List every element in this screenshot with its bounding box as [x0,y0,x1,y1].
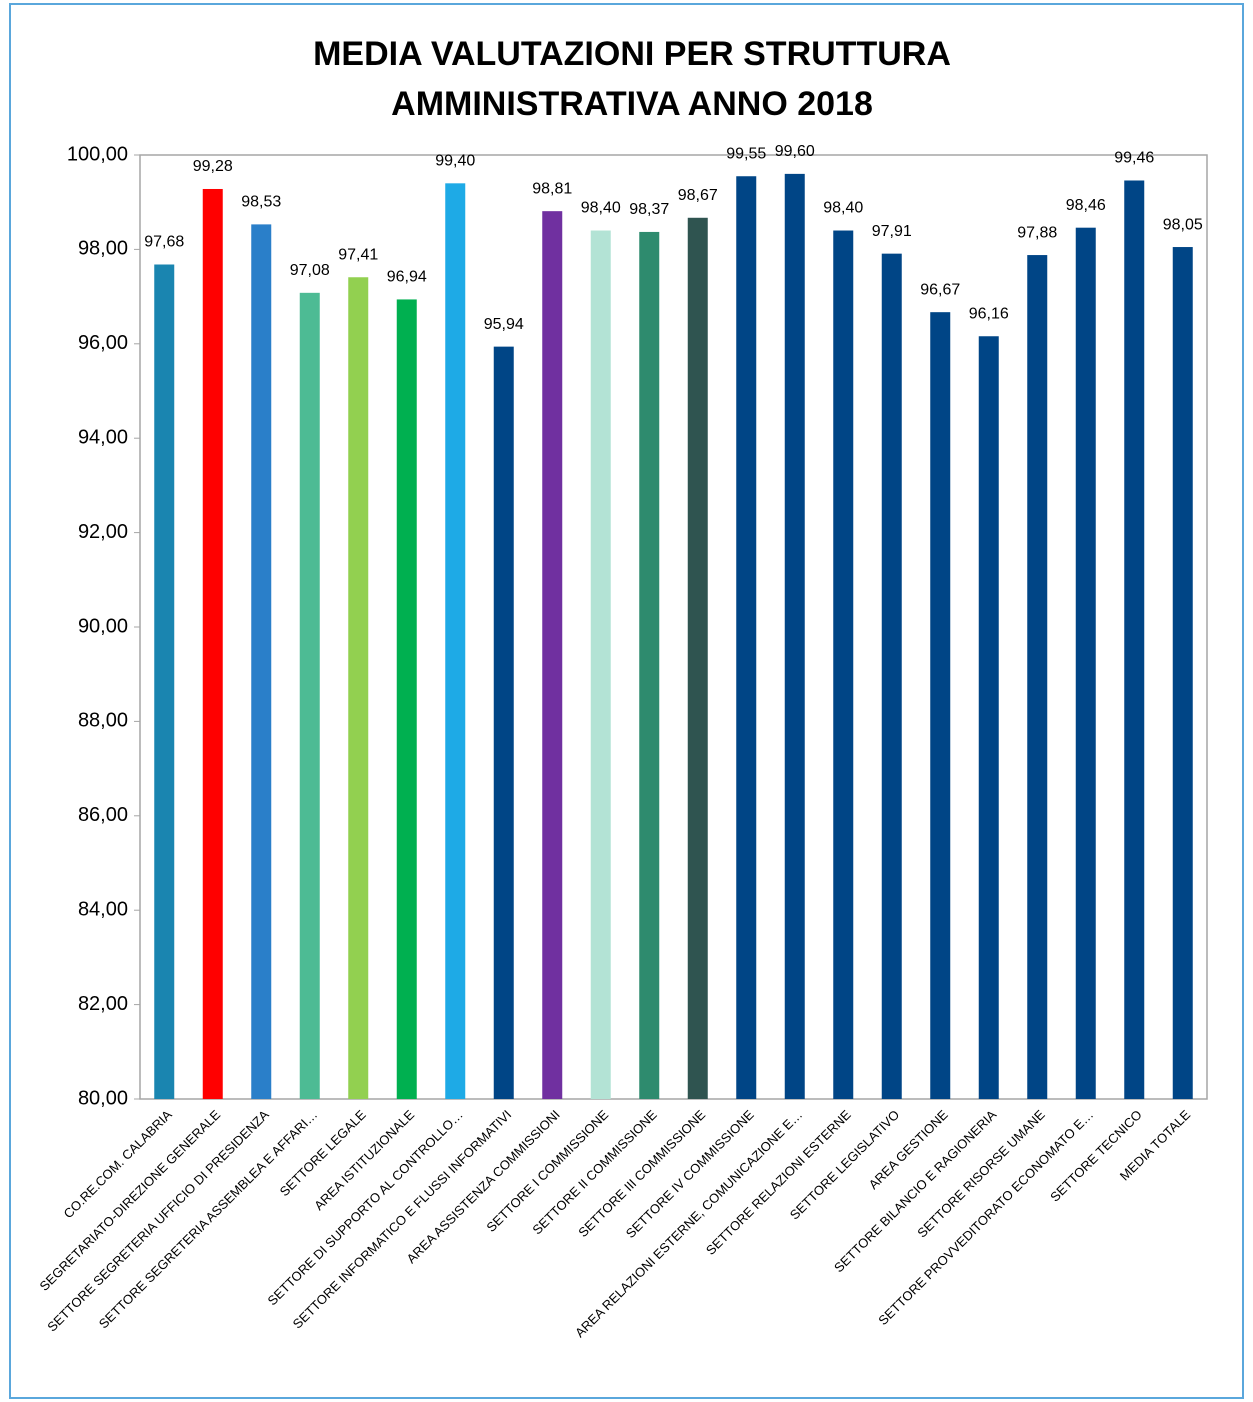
y-tick-label: 88,00 [78,710,128,732]
bar [833,230,854,1099]
value-label: 98,81 [532,180,572,197]
value-label: 97,41 [338,246,378,263]
bar [542,211,563,1100]
bar [251,224,272,1099]
value-label: 98,05 [1163,216,1203,233]
bar [202,188,223,1099]
y-tick-label: 86,00 [78,804,128,826]
value-label: 98,67 [678,187,718,204]
value-label: 96,16 [969,305,1009,322]
value-label: 95,94 [484,316,524,333]
bar [445,183,466,1099]
value-label: 98,40 [823,200,863,217]
y-tick-label: 100,00 [67,143,128,165]
bar [639,231,660,1099]
bar [154,264,175,1099]
chart-title: MEDIA VALUTAZIONI PER STRUTTURA [313,35,951,73]
y-tick-label: 92,00 [78,521,128,543]
value-label: 98,40 [581,200,621,217]
value-label: 99,28 [193,158,233,175]
y-tick-label: 96,00 [78,332,128,354]
bar [299,292,320,1100]
y-tick-label: 82,00 [78,993,128,1015]
chart-border [9,3,1244,1399]
bar [687,217,708,1099]
value-label: 99,46 [1114,150,1154,167]
bar [784,173,805,1099]
bar [930,312,951,1099]
value-label: 99,55 [726,145,766,162]
value-label: 99,60 [775,143,815,160]
value-label: 97,91 [872,223,912,240]
value-label: 97,08 [290,262,330,279]
value-label: 97,88 [1017,224,1057,241]
bar [396,299,417,1099]
x-tick-label: SETTORE TECNICO [1047,1107,1145,1205]
bar [1172,247,1193,1100]
bar [1075,227,1096,1100]
bar [348,277,369,1099]
value-label: 98,46 [1066,197,1106,214]
value-label: 99,40 [435,153,475,170]
y-tick-label: 98,00 [78,238,128,260]
x-tick-label: SETTORE LEGALE [277,1107,369,1199]
bar [1027,255,1048,1100]
chart-title: AMMINISTRATIVA ANNO 2018 [391,85,873,123]
bar [590,230,611,1099]
value-label: 98,53 [241,194,281,211]
bar [493,346,514,1100]
y-tick-label: 94,00 [78,426,128,448]
bar [881,253,902,1099]
y-tick-label: 90,00 [78,615,128,637]
bar [736,176,757,1100]
bar [1124,180,1145,1099]
value-label: 98,37 [629,201,669,218]
x-tick-label: SETTORE SEGRETERIA UFFICIO DI PRESIDENZA [44,1107,272,1335]
y-tick-label: 84,00 [78,898,128,920]
bar [978,336,999,1099]
x-tick-label: SEGRETARIATO-DIREZIONE GENERALE [36,1107,223,1294]
value-label: 96,94 [387,269,427,286]
value-label: 96,67 [920,281,960,298]
x-tick-label: AREA RELAZIONI ESTERNE, COMUNICAZIONE E… [572,1107,805,1340]
value-label: 97,68 [144,234,184,251]
y-tick-label: 80,00 [78,1087,128,1109]
